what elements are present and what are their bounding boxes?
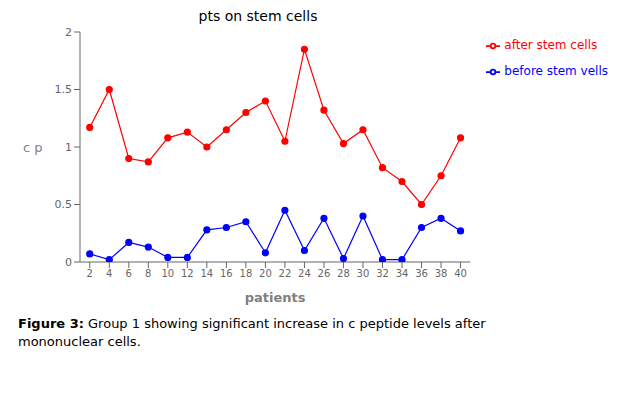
svg-text:0.5: 0.5 [55,198,73,211]
svg-text:10: 10 [161,268,174,279]
svg-text:40: 40 [454,268,467,279]
svg-text:patients: patients [245,290,306,305]
svg-text:1.5: 1.5 [55,83,73,96]
svg-text:4: 4 [106,268,112,279]
svg-text:24: 24 [298,268,311,279]
html-text:after stem cells: after stem cells [504,38,598,52]
svg-text:18: 18 [240,268,253,279]
svg-text:22: 22 [279,268,292,279]
html-text:Figure 3: Group 1 showing sign: Figure 3: Group 1 showing significant in… [18,316,486,349]
svg-text:28: 28 [337,268,350,279]
svg-text:8: 8 [145,268,151,279]
svg-text:20: 20 [259,268,272,279]
svg-text:1: 1 [65,141,72,154]
svg-text:2: 2 [65,26,72,39]
svg-text:0: 0 [65,256,72,269]
svg-text:34: 34 [396,268,409,279]
svg-text:2: 2 [87,268,93,279]
svg-text:32: 32 [376,268,389,279]
svg-text:38: 38 [435,268,448,279]
html-text:before stem vells: before stem vells [504,64,608,78]
svg-text:16: 16 [220,268,233,279]
html-text:pts on stem cells: pts on stem cells [198,8,318,24]
svg-text:14: 14 [200,268,213,279]
svg-text:26: 26 [318,268,331,279]
svg-text:c p: c p [23,140,43,155]
svg-text:36: 36 [415,268,428,279]
svg-text:12: 12 [181,268,194,279]
svg-text:30: 30 [357,268,370,279]
svg-text:6: 6 [126,268,132,279]
